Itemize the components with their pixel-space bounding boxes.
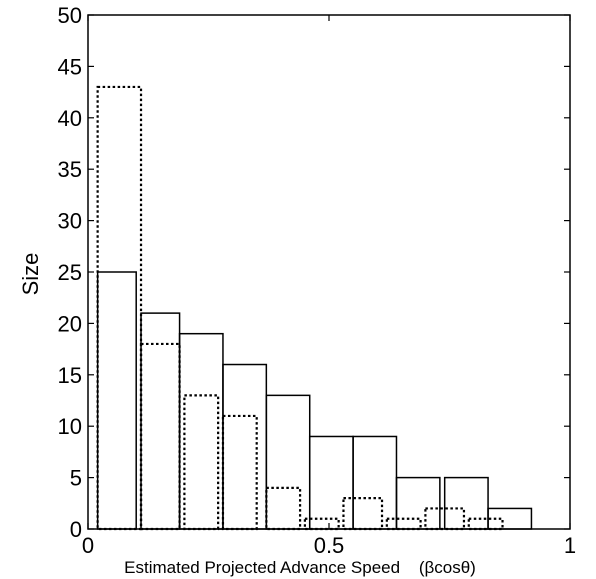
solid-bar-1 [140,312,181,530]
y-tick-label-2: 10 [58,414,82,439]
dotted-bar-3 [221,414,258,531]
y-tick-label-9: 45 [58,54,82,79]
y-tick-label-10: 50 [58,3,82,28]
dotted-series [96,85,504,531]
axis-ticks [87,14,571,530]
dotted-bar-6 [342,497,384,531]
y-tick-label-7: 35 [58,157,82,182]
solid-bar-0 [96,271,137,530]
solid-series [96,271,533,530]
y-tick-label-4: 20 [58,311,82,336]
y-tick-label-3: 15 [58,363,82,388]
y-tick-label-5: 25 [58,260,82,285]
x-axis-label-text: Estimated Projected Advance Speed [124,558,400,577]
dotted-bar-4 [265,486,302,531]
x-tick-labels: 0 0.5 1 [82,533,576,558]
dotted-bar-9 [467,517,504,531]
solid-bar-8 [443,476,489,530]
y-tick-label-6: 30 [58,209,82,234]
y-tick-label-1: 5 [70,466,82,491]
dotted-bar-1 [139,342,181,531]
solid-bar-6 [352,435,398,530]
x-axis-unit: (βcosθ) [419,558,476,577]
x-tick-label-1: 0.5 [314,533,345,558]
dotted-bar-0 [96,85,143,531]
x-tick-label-0: 0 [82,533,94,558]
solid-bar-5 [308,435,354,530]
dotted-bar-7 [385,517,422,531]
x-axis-label: Estimated Projected Advance Speed (βcosθ… [124,558,476,577]
y-tick-label-0: 0 [70,517,82,542]
solid-bar-4 [265,394,311,530]
solid-bar-2 [178,332,224,530]
y-tick-label-8: 40 [58,106,82,131]
x-tick-label-2: 1 [564,533,576,558]
y-tick-labels: 0 5 10 15 20 25 30 35 40 45 50 [58,3,82,542]
dotted-bar-2 [183,394,220,531]
solid-bar-7 [395,476,441,530]
solid-bar-3 [222,363,268,530]
plot-frame [87,14,571,530]
y-axis-label: Size [18,253,43,296]
